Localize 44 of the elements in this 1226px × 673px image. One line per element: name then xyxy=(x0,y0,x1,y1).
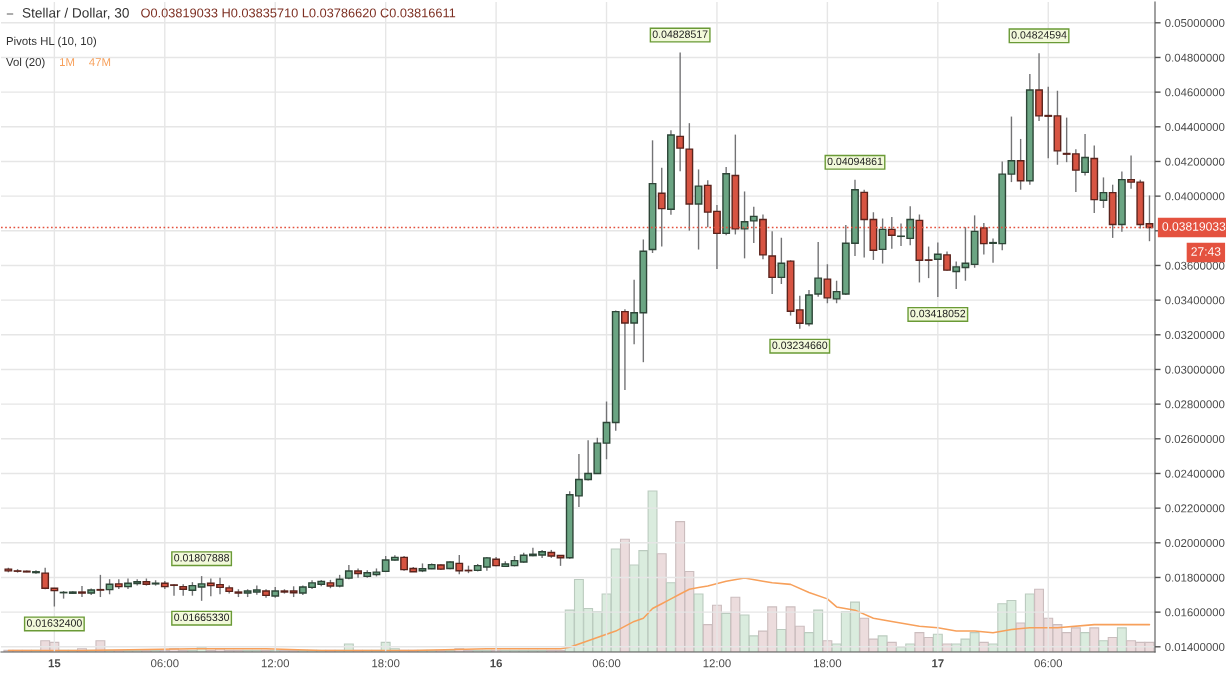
chart-title: Vol (20) xyxy=(6,57,45,69)
x-tick-label: 06:00 xyxy=(1034,659,1063,668)
y-tick-label: 0.05000000 xyxy=(1165,18,1225,28)
y-tick-label: 0.02800000 xyxy=(1165,400,1225,409)
y-tick-label: 0.01600000 xyxy=(1165,608,1225,617)
y-tick-label: 0.02400000 xyxy=(1165,469,1225,478)
ref-line-label: 0.03819033 xyxy=(1162,222,1226,231)
y-tick-label: 0.02200000 xyxy=(1165,504,1225,513)
x-tick-label: 06:00 xyxy=(592,659,621,668)
chart-subtitle: O0.03819033 H0.03835710 L0.03786620 C0.03816611 xyxy=(141,8,456,18)
x-tick-label: 18:00 xyxy=(372,659,400,668)
chart-title: Stellar / Dollar, 30 xyxy=(22,7,129,20)
x-tick-label: 17 xyxy=(932,659,944,668)
annotation: 0.01665330 xyxy=(174,613,230,622)
y-tick-label: 0.04600000 xyxy=(1165,88,1225,97)
y-tick-label: 0.04800000 xyxy=(1165,53,1225,62)
y-tick-label: 0.03400000 xyxy=(1165,296,1225,305)
annotation: 0.04094861 xyxy=(827,157,883,166)
annotation: 0.01807888 xyxy=(174,554,230,562)
annotation: 0.03418052 xyxy=(910,309,966,318)
y-tick-label: 0.02600000 xyxy=(1165,434,1225,444)
y-tick-label: 0.03600000 xyxy=(1165,261,1225,270)
y-tick-label: 0.04400000 xyxy=(1165,122,1225,132)
y-tick-label: 0.04000000 xyxy=(1165,192,1225,201)
x-tick-label: 12:00 xyxy=(261,659,290,668)
y-tick-label: 0.03000000 xyxy=(1165,365,1225,374)
y-tick-label: 0.03200000 xyxy=(1165,330,1225,340)
annotation: Pivots HL (10, 10) xyxy=(6,36,97,48)
annotation: 0.04828517 xyxy=(652,30,708,38)
y-tick-label: 0.01800000 xyxy=(1165,573,1225,582)
x-tick-label: 18:00 xyxy=(814,659,842,668)
y-tick-label: 0.02000000 xyxy=(1165,538,1225,548)
x-tick-label: 15 xyxy=(48,659,61,668)
text: 27:43 xyxy=(1191,247,1221,256)
x-tick-label: 06:00 xyxy=(151,659,179,668)
y-tick-label: 0.01400000 xyxy=(1165,642,1225,652)
annotation: 0.04824594 xyxy=(1011,31,1067,39)
annotation: 47M xyxy=(89,58,111,66)
annotation: 0.01632400 xyxy=(26,619,82,627)
x-tick-label: 12:00 xyxy=(703,659,731,668)
annotation: 1M xyxy=(60,58,75,66)
y-tick-label: 0.04200000 xyxy=(1165,157,1225,166)
annotation: 0.03234660 xyxy=(772,341,828,350)
x-tick-label: 16 xyxy=(490,659,503,668)
